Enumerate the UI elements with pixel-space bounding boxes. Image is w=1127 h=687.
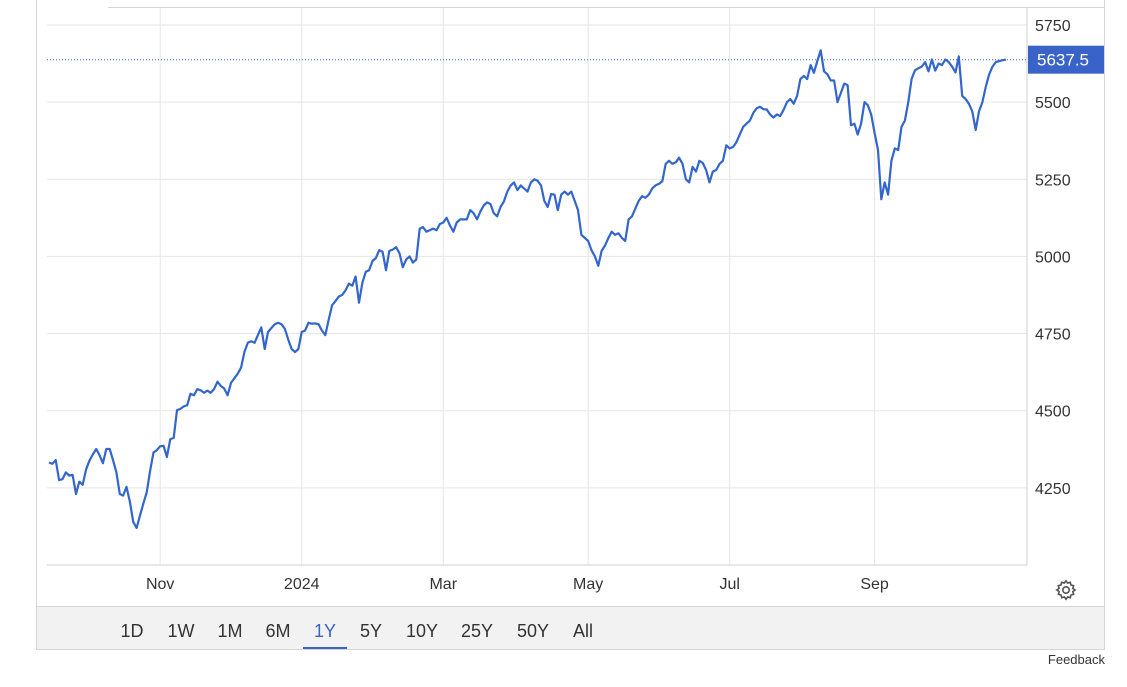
x-tick-label: Jul (719, 576, 739, 593)
range-button-1d[interactable]: 1D (120, 621, 144, 641)
y-tick-label: 4750 (1035, 327, 1071, 344)
range-button-10y[interactable]: 10Y (405, 621, 439, 641)
x-tick-label: Nov (146, 576, 174, 593)
gear-icon[interactable] (1054, 578, 1078, 602)
range-button-50y[interactable]: 50Y (516, 621, 550, 641)
current-value-badge (1028, 45, 1104, 74)
y-tick-label: 5250 (1035, 172, 1071, 189)
chart-panel[interactable] (36, 8, 1105, 606)
y-tick-label: 5500 (1035, 95, 1071, 112)
range-selector-bar: 1D 1W 1M 6M 1Y 5Y 10Y 25Y 50Y All (36, 606, 1105, 650)
range-button-1y[interactable]: 1Y (303, 613, 347, 649)
x-tick-label: 2024 (284, 576, 320, 593)
current-value-label: 5637.5 (1037, 51, 1089, 70)
x-tick-label: May (573, 576, 603, 593)
y-tick-label: 4250 (1035, 481, 1071, 498)
feedback-link[interactable]: Feedback (1047, 652, 1105, 667)
range-button-6m[interactable]: 6M (265, 621, 291, 641)
y-tick-label: 5000 (1035, 249, 1071, 266)
range-button-all[interactable]: All (572, 621, 593, 641)
y-tick-label: 4500 (1035, 404, 1071, 421)
frame-left-edge (36, 0, 37, 8)
series-line[interactable] (48, 49, 1007, 530)
range-button-1m[interactable]: 1M (217, 621, 243, 641)
x-tick-label: Mar (429, 576, 457, 593)
frame-right-edge (1104, 0, 1105, 8)
y-tick-label: 5750 (1035, 18, 1071, 35)
chart-tab-frame (36, 0, 1105, 8)
range-button-1w[interactable]: 1W (167, 621, 195, 641)
line-chart[interactable]: 4250 4500 4750 5000 5250 5500 5750 Nov 2024 Mar Ma… (0, 0, 1127, 606)
range-button-5y[interactable]: 5Y (359, 621, 383, 641)
frame-top-line (108, 7, 1105, 8)
x-tick-label: Sep (860, 576, 889, 593)
range-button-25y[interactable]: 25Y (460, 621, 494, 641)
